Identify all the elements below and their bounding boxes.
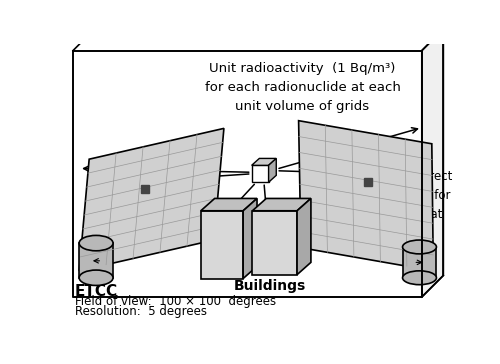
Polygon shape — [297, 198, 311, 275]
Polygon shape — [79, 243, 113, 278]
Polygon shape — [201, 211, 243, 278]
Text: Resolution:  5 degrees: Resolution: 5 degrees — [74, 305, 206, 318]
Text: Field of view:  100 × 100  degrees: Field of view: 100 × 100 degrees — [74, 295, 276, 308]
Ellipse shape — [402, 271, 436, 285]
Polygon shape — [201, 198, 257, 211]
Text: Calculation  of  the  direct
gamma-ray  intensity  for
each  incident  angle  at: Calculation of the direct gamma-ray inte… — [298, 170, 452, 240]
Text: Buildings: Buildings — [234, 279, 306, 293]
Polygon shape — [402, 247, 436, 278]
Ellipse shape — [79, 236, 113, 251]
Polygon shape — [298, 121, 434, 271]
Text: Unit radioactivity  (1 Bq/m³)
for each radionuclide at each
unit volume of grids: Unit radioactivity (1 Bq/m³) for each ra… — [204, 62, 400, 113]
Polygon shape — [422, 29, 444, 297]
Text: ETCC: ETCC — [74, 284, 118, 299]
Polygon shape — [252, 158, 276, 165]
Ellipse shape — [79, 270, 113, 285]
Polygon shape — [252, 211, 297, 275]
Polygon shape — [252, 198, 311, 211]
Polygon shape — [79, 128, 224, 271]
Polygon shape — [268, 158, 276, 182]
Polygon shape — [243, 198, 257, 278]
Ellipse shape — [402, 240, 436, 254]
Polygon shape — [252, 165, 268, 182]
